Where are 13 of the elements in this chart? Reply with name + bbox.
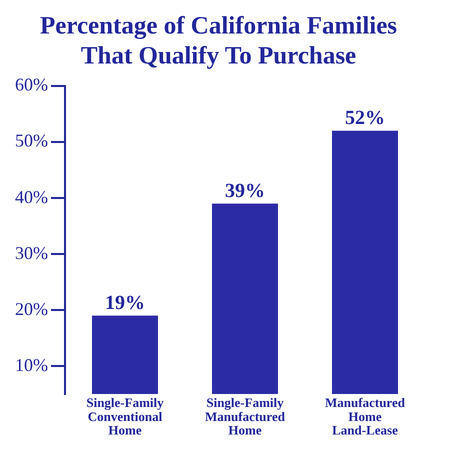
x-tick-label: Single-Family Manufactured Home [205, 395, 286, 438]
chart-title: Percentage of California Families That Qualify To Purchase [40, 12, 398, 70]
data-label: 19% [104, 292, 145, 314]
y-tick-label: 50% [14, 130, 48, 151]
data-label: 39% [224, 180, 265, 202]
y-tick-label: 40% [14, 186, 48, 207]
x-tick-label: Single-Family Conventional Home [86, 395, 164, 438]
y-tick-label: 10% [14, 354, 48, 375]
y-tick-label: 30% [14, 242, 48, 263]
data-label: 52% [345, 106, 385, 129]
x-tick-label: Manufactured Home Land-Lease [325, 395, 406, 438]
y-tick-label: 60% [14, 74, 48, 95]
y-tick-label: 20% [14, 298, 48, 319]
